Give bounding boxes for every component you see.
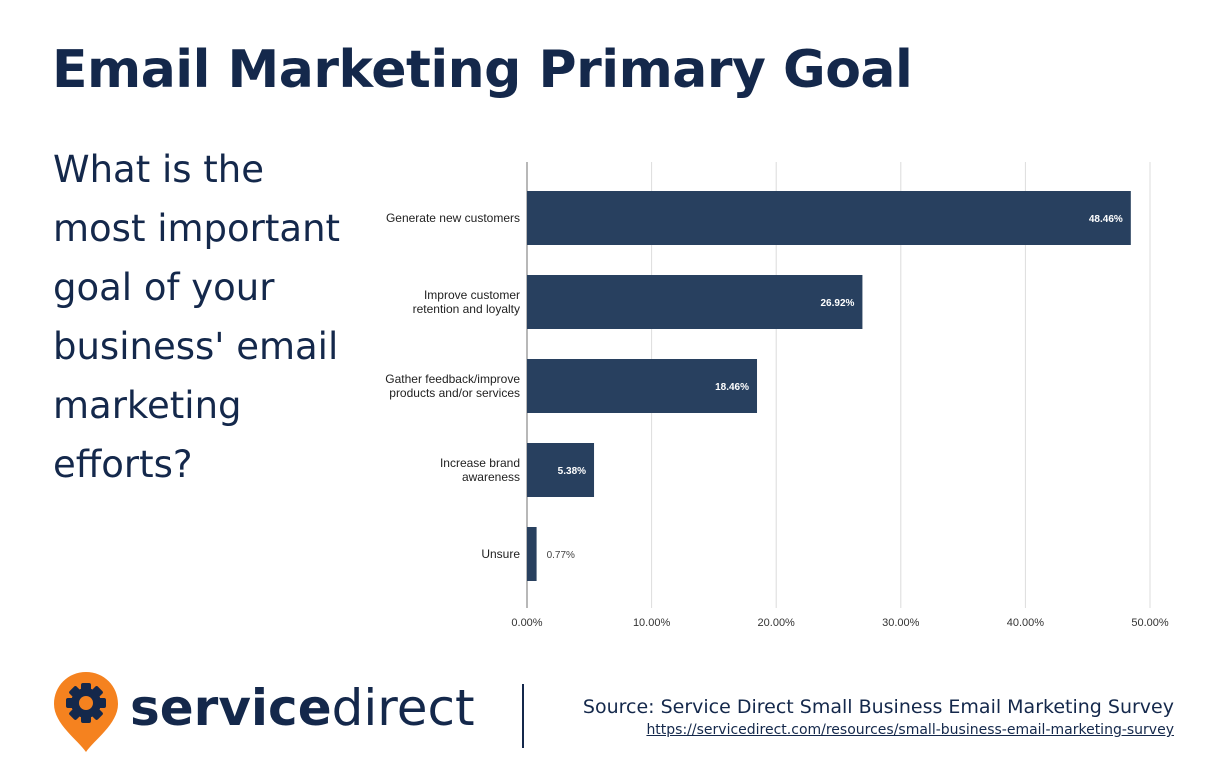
source-text: Source: Service Direct Small Business Em… [582, 696, 1174, 718]
data-labels: 48.46% 26.92% 18.46% 5.38% 0.77% [547, 214, 1123, 561]
data-label: 18.46% [715, 382, 749, 393]
servicedirect-logo: servicedirect [52, 670, 475, 754]
category-labels: Generate new customers Improve customer re… [385, 211, 520, 561]
bar [527, 527, 537, 581]
bar [527, 191, 1131, 245]
data-label: 5.38% [558, 466, 586, 477]
data-label: 26.92% [821, 298, 855, 309]
x-tick-label: 20.00% [758, 617, 796, 629]
logo-text-service: service [130, 679, 332, 737]
source-link[interactable]: https://servicedirect.com/resources/smal… [646, 722, 1174, 738]
x-tick-label: 30.00% [882, 617, 920, 629]
category-label: Gather feedback/improve products and/or s… [385, 372, 520, 400]
logo-text-direct: direct [331, 679, 475, 737]
page-title: Email Marketing Primary Goal [52, 40, 913, 100]
data-label: 0.77% [547, 550, 575, 561]
x-tick-label: 0.00% [511, 617, 542, 629]
x-tick-label: 10.00% [633, 617, 671, 629]
x-tick-labels: 0.00% 10.00% 20.00% 30.00% 40.00% 50.00% [511, 617, 1168, 629]
location-pin-gear-icon [54, 672, 118, 752]
category-label: Increase brand awareness [440, 456, 520, 484]
category-label: Unsure [481, 547, 520, 561]
category-label: Generate new customers [386, 211, 520, 225]
bar [527, 443, 595, 497]
category-label: Improve customer retention and loyalty [413, 288, 520, 316]
source-block: Source: Service Direct Small Business Em… [583, 694, 1174, 740]
bar [527, 275, 863, 329]
bars [527, 191, 1131, 581]
x-tick-label: 40.00% [1007, 617, 1045, 629]
survey-question: What is the most important goal of your … [53, 148, 341, 486]
footer-divider [522, 684, 524, 748]
x-tick-label: 50.00% [1131, 617, 1169, 629]
bar-chart: Generate new customers Improve customer re… [385, 162, 1169, 629]
data-label: 48.46% [1089, 214, 1123, 225]
bar [527, 359, 758, 413]
